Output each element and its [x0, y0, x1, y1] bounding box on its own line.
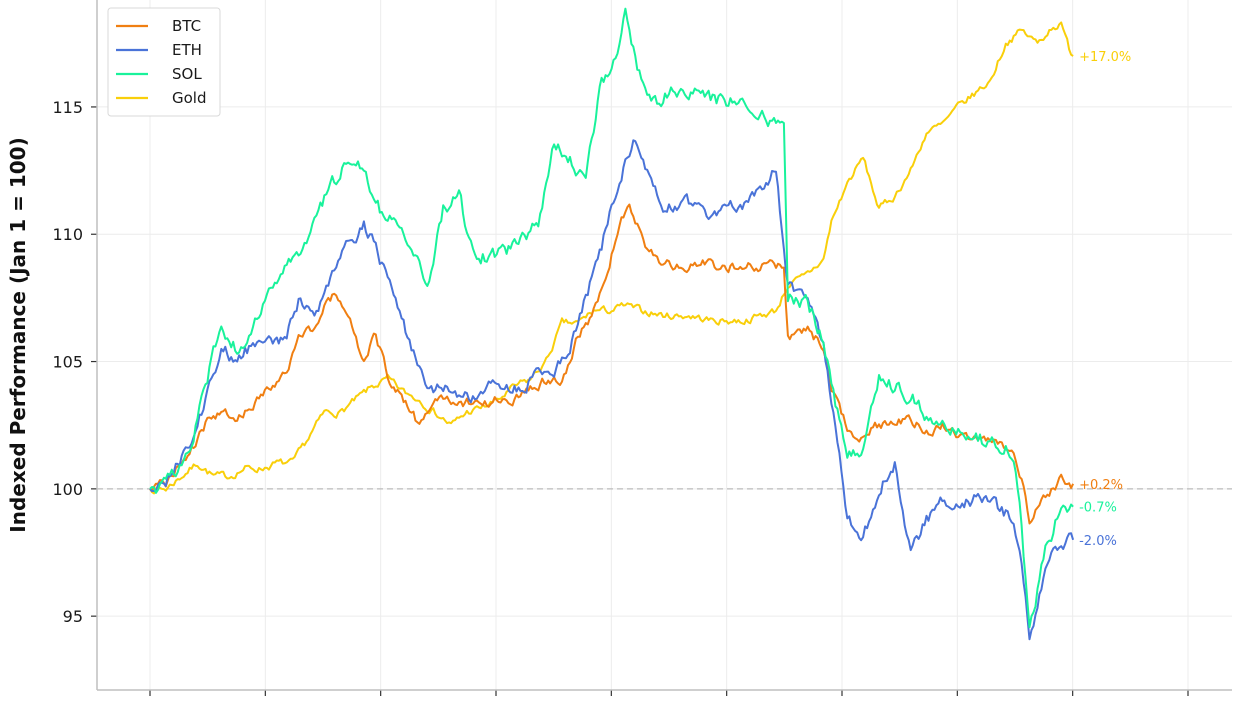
grid-lines [97, 0, 1232, 690]
series-line-sol [149, 7, 1074, 629]
end-label-eth: -2.0% [1079, 534, 1117, 549]
y-tick-label: 115 [52, 98, 83, 117]
legend-label-sol: SOL [172, 65, 202, 83]
legend-box [107, 7, 221, 117]
end-labels: +17.0% +0.2% -2.0% -0.7% [1079, 50, 1131, 549]
end-label-gold: +17.0% [1079, 50, 1131, 65]
y-tick-label: 105 [52, 353, 83, 372]
legend-label-btc: BTC [172, 17, 201, 35]
legend-label-eth: ETH [172, 41, 202, 59]
end-label-sol: -0.7% [1079, 501, 1117, 516]
end-label-btc: +0.2% [1079, 478, 1123, 493]
series-line-gold [149, 21, 1074, 495]
legend: BTC ETH SOL Gold [107, 7, 221, 117]
series-line-btc [149, 203, 1075, 525]
y-axis-label: Indexed Performance (Jan 1 = 100) [6, 137, 30, 532]
y-tick-label: 100 [52, 480, 83, 499]
series-layer [149, 7, 1075, 641]
series-line-eth [149, 139, 1075, 641]
legend-label-gold: Gold [172, 89, 207, 107]
axes: 95 100 105 110 115 [52, 0, 1232, 696]
y-tick-label: 95 [63, 607, 83, 626]
y-tick-label: 110 [52, 225, 83, 244]
